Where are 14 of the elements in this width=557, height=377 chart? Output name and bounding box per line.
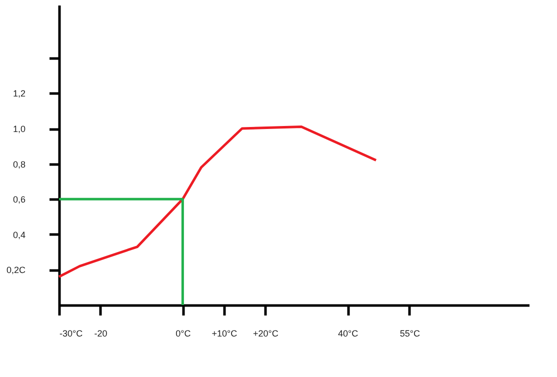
y-tick-label: 1,2 [12,88,26,99]
x-tick-label: +10°C [212,328,238,338]
y-tick-label: 1,0 [12,124,26,134]
x-tick-label: +20°C [252,328,279,338]
x-tick-label: 40°C [338,328,359,338]
line-series [58,126,378,278]
x-tick-label: 0°C [176,328,192,338]
x-tick-label: -30°C [60,328,84,338]
x-tick-label: 55°C [400,328,420,338]
y-tick-label: 0,8 [12,159,26,170]
y-tick-label: 0,4 [12,230,26,240]
y-tick-label: 0,2C [6,265,26,276]
y-tick-label: 0,6 [12,194,26,205]
x-tick-label: -20 [94,328,108,338]
